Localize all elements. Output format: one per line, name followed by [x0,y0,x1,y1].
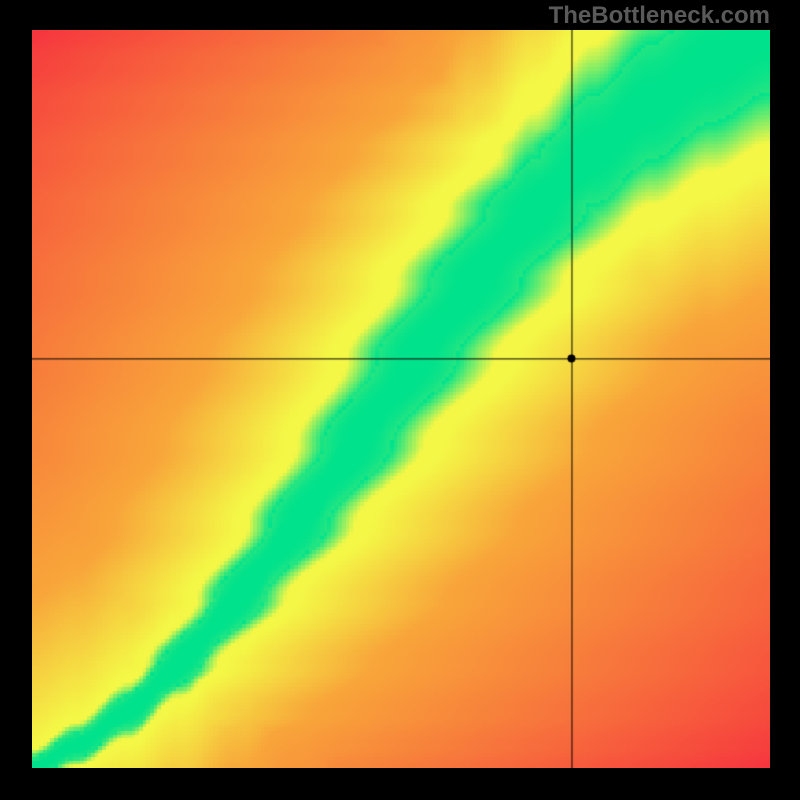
bottleneck-heatmap [32,30,770,768]
watermark-text: TheBottleneck.com [549,2,770,30]
